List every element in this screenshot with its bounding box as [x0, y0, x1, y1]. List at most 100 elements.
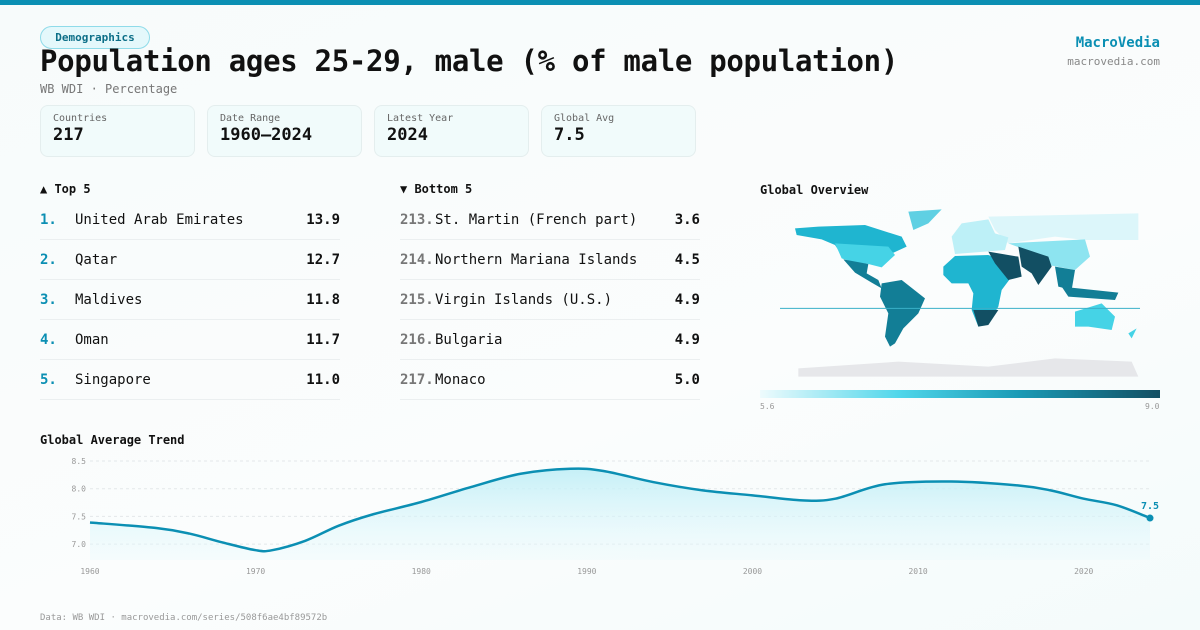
top5-list: 1. United Arab Emirates 13.9 2. Qatar 12.7 3. M… — [40, 200, 340, 400]
last-point-marker — [1146, 514, 1154, 522]
ranking-name: Maldives — [75, 291, 143, 308]
ranking-name: Virgin Islands (U.S.) — [435, 291, 613, 308]
brand-url[interactable]: macrovedia.com — [1067, 55, 1160, 68]
top5-heading: ▲ Top 5 — [40, 182, 91, 196]
x-tick-label: 1970 — [246, 567, 265, 576]
map-indonesia[interactable] — [1061, 286, 1119, 300]
trend-chart: 7.0 7.5 8.0 8.5 1960 1970 1980 1990 2000 2010 2020… — [72, 457, 1159, 576]
map-china[interactable] — [1008, 239, 1090, 270]
map-antarctica — [798, 358, 1139, 377]
ranking-value: 5.0 — [674, 371, 700, 388]
bottom5-list: 213. St. Martin (French part) 3.6 214. North… — [400, 200, 700, 400]
ranking-rank: 213. — [400, 211, 434, 228]
stat-value: 7.5 — [554, 125, 585, 145]
ranking-value: 11.0 — [306, 371, 340, 388]
stat-latest-year: Latest Year 2024 — [374, 105, 529, 157]
stat-value: 217 — [53, 125, 84, 145]
ranking-row[interactable]: 217. Monaco 5.0 — [400, 360, 700, 400]
ranking-name: United Arab Emirates — [75, 211, 244, 228]
map-greenland[interactable] — [908, 209, 942, 230]
ranking-rank: 214. — [400, 251, 434, 268]
ranking-value: 4.5 — [674, 251, 700, 268]
ranking-rank: 3. — [40, 291, 57, 308]
stat-global-avg: Global Avg 7.5 — [541, 105, 696, 157]
ranking-value: 4.9 — [674, 331, 700, 348]
ranking-value: 12.7 — [306, 251, 340, 268]
ranking-value: 11.7 — [306, 331, 340, 348]
x-tick-label: 2020 — [1074, 567, 1093, 576]
ranking-rank: 215. — [400, 291, 434, 308]
x-tick-label: 2010 — [908, 567, 927, 576]
x-tick-label: 1990 — [577, 567, 596, 576]
y-tick-label: 7.0 — [72, 540, 87, 549]
trend-line — [89, 467, 1151, 553]
map-usa[interactable] — [835, 243, 895, 268]
ranking-rank: 4. — [40, 331, 57, 348]
stat-label: Countries — [53, 113, 108, 124]
ranking-rank: 217. — [400, 371, 434, 388]
y-tick-label: 8.0 — [72, 485, 87, 494]
stat-label: Date Range — [220, 113, 281, 124]
ranking-row[interactable]: 4. Oman 11.7 — [40, 320, 340, 360]
brand-logo[interactable]: MacroVedia — [1075, 35, 1160, 51]
world-map[interactable] — [755, 180, 1165, 415]
ranking-name: St. Martin (French part) — [435, 211, 638, 228]
y-tick-label: 7.5 — [72, 512, 87, 521]
ranking-value: 3.6 — [674, 211, 700, 228]
ranking-rank: 5. — [40, 371, 57, 388]
ranking-value: 11.8 — [306, 291, 340, 308]
map-new-zealand[interactable] — [1128, 328, 1137, 339]
x-tick-label: 2000 — [743, 567, 762, 576]
ranking-row[interactable]: 5. Singapore 11.0 — [40, 360, 340, 400]
color-scale-max: 9.0 — [1145, 402, 1160, 411]
y-tick-label: 8.5 — [72, 457, 87, 466]
map-south-america[interactable] — [880, 280, 925, 347]
stat-label: Global Avg — [554, 113, 615, 124]
stat-value: 1960–2024 — [220, 125, 313, 145]
stat-countries: Countries 217 — [40, 105, 195, 157]
stat-date-range: Date Range 1960–2024 — [207, 105, 362, 157]
page-title: Population ages 25-29, male (% of male p… — [40, 44, 898, 78]
color-scale-min: 5.6 — [760, 402, 775, 411]
ranking-row[interactable]: 213. St. Martin (French part) 3.6 — [400, 200, 700, 240]
ranking-row[interactable]: 1. United Arab Emirates 13.9 — [40, 200, 340, 240]
map-southeast-asia[interactable] — [1055, 266, 1075, 290]
category-badge[interactable]: Demographics — [40, 26, 150, 49]
stat-label: Latest Year — [387, 113, 454, 124]
ranking-name: Northern Mariana Islands — [435, 251, 638, 268]
x-tick-label: 1980 — [412, 567, 431, 576]
map-india[interactable] — [1018, 246, 1052, 285]
color-scale-bar — [760, 390, 1160, 398]
ranking-name: Singapore — [75, 371, 151, 388]
ranking-name: Bulgaria — [435, 331, 503, 348]
ranking-row[interactable]: 3. Maldives 11.8 — [40, 280, 340, 320]
page-subtitle: WB WDI · Percentage — [40, 82, 178, 96]
map-southern-africa[interactable] — [973, 310, 999, 327]
top-accent-bar — [0, 0, 1200, 5]
ranking-name: Oman — [75, 331, 109, 348]
map-australia[interactable] — [1075, 303, 1115, 330]
ranking-value: 13.9 — [306, 211, 340, 228]
map-russia[interactable] — [988, 213, 1139, 244]
ranking-name: Monaco — [435, 371, 486, 388]
trend-area — [90, 468, 1150, 560]
ranking-row[interactable]: 216. Bulgaria 4.9 — [400, 320, 700, 360]
last-value-label: 7.5 — [1141, 501, 1159, 512]
ranking-rank: 216. — [400, 331, 434, 348]
source-footer: Data: WB WDI · macrovedia.com/series/508… — [40, 613, 328, 623]
x-tick-label: 1960 — [80, 567, 99, 576]
map-title: Global Overview — [760, 183, 869, 197]
ranking-row[interactable]: 214. Northern Mariana Islands 4.5 — [400, 240, 700, 280]
ranking-name: Qatar — [75, 251, 118, 268]
map-middle-east[interactable] — [988, 251, 1022, 280]
map-central-america[interactable] — [843, 259, 882, 289]
map-europe[interactable] — [951, 219, 1009, 254]
ranking-rank: 2. — [40, 251, 57, 268]
ranking-row[interactable]: 2. Qatar 12.7 — [40, 240, 340, 280]
ranking-value: 4.9 — [674, 291, 700, 308]
bottom5-heading: ▼ Bottom 5 — [400, 182, 473, 196]
ranking-row[interactable]: 215. Virgin Islands (U.S.) 4.9 — [400, 280, 700, 320]
ranking-rank: 1. — [40, 211, 57, 228]
trend-title: Global Average Trend — [40, 433, 185, 447]
stat-value: 2024 — [387, 125, 428, 145]
